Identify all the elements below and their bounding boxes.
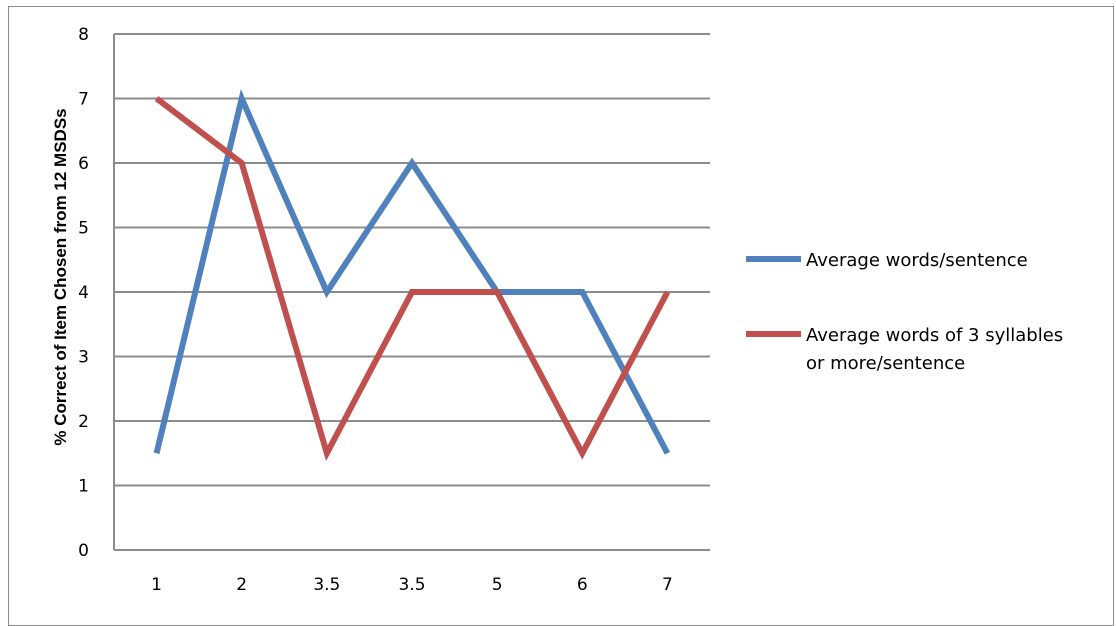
legend-label-1: Average words/sentence	[806, 250, 1028, 271]
series-lines	[153, 89, 671, 462]
y-tick-label: 6	[78, 154, 89, 174]
x-tick-label: 3.5	[398, 575, 425, 595]
y-tick-labels: 0 1 2 3 4 5 6 7 8	[78, 25, 89, 561]
legend-label-2: or more/sentence	[806, 353, 965, 374]
y-axis-title: % Correct of Item Chosen from 12 MSDSs	[51, 108, 70, 445]
x-tick-label: 5	[492, 575, 503, 595]
y-tick-label: 8	[78, 25, 89, 45]
x-tick-label: 3.5	[313, 575, 340, 595]
series-line-2	[154, 96, 671, 462]
gridlines	[114, 33, 710, 551]
x-tick-label: 1	[151, 575, 162, 595]
x-tick-label: 6	[577, 575, 588, 595]
y-tick-label: 3	[78, 348, 89, 368]
series-line-1	[153, 89, 671, 455]
y-tick-label: 2	[78, 412, 89, 432]
legend: Average words/sentence Average words of 3…	[746, 250, 1063, 374]
x-tick-label: 7	[662, 575, 673, 595]
y-tick-label: 7	[78, 90, 89, 110]
y-tick-label: 0	[78, 541, 89, 561]
y-tick-label: 1	[78, 477, 89, 497]
line-chart: 0 1 2 3 4 5 6 7 8 1 2 3.5 3.5 5 6 7 % Correct of Item …	[51, 25, 1063, 595]
y-tick-label: 4	[78, 283, 89, 303]
legend-label-2: Average words of 3 syllables	[806, 325, 1063, 346]
x-tick-labels: 1 2 3.5 3.5 5 6 7	[151, 575, 673, 595]
y-tick-label: 5	[78, 219, 89, 239]
x-tick-label: 2	[236, 575, 247, 595]
